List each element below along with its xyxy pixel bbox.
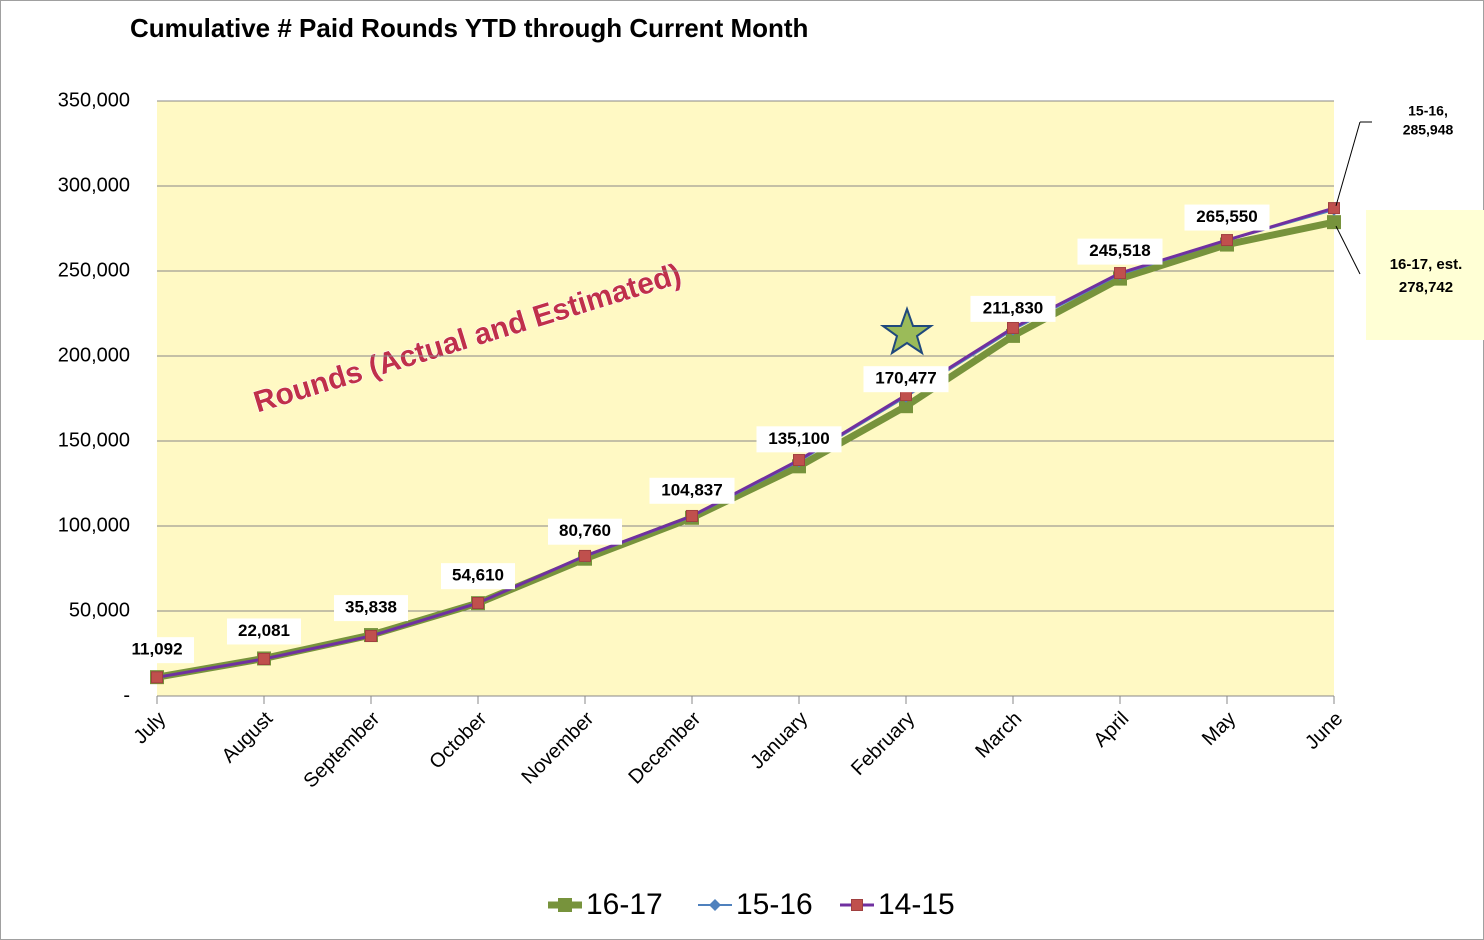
y-tick-label: 350,000 [58, 89, 130, 111]
marker [258, 652, 270, 665]
data-label: 245,518 [1089, 241, 1150, 260]
chart-title: Cumulative # Paid Rounds YTD through Cur… [130, 13, 808, 43]
data-label-bg [227, 618, 301, 645]
data-label: 80,760 [559, 521, 611, 540]
y-tick-label: 50,000 [69, 599, 130, 621]
marker [686, 509, 698, 522]
y-tick-label: 250,000 [58, 259, 130, 281]
leader-line [1335, 225, 1361, 275]
marker [1221, 234, 1233, 247]
data-label-bg [120, 637, 194, 664]
callout-value: 285,948 [1403, 122, 1454, 138]
data-label: 211,830 [983, 298, 1044, 317]
data-label: 170,477 [875, 369, 936, 388]
data-label-bg [863, 366, 949, 393]
marker [793, 454, 805, 467]
marker [365, 629, 377, 642]
y-tick-label: 100,000 [58, 514, 130, 536]
y-tick-label: 150,000 [58, 429, 130, 451]
leader-line [1335, 121, 1361, 207]
y-tick-label: - [123, 684, 130, 706]
data-label: 22,081 [238, 621, 290, 640]
y-tick-label: 300,000 [58, 174, 130, 196]
data-label-bg [970, 295, 1056, 322]
data-label: 35,838 [345, 598, 397, 617]
data-label-bg [441, 563, 515, 590]
callout-box [1366, 210, 1484, 340]
legend-label: 15-16 [736, 888, 813, 921]
star-marker [879, 305, 935, 356]
marker [1007, 321, 1019, 334]
legend-marker [709, 899, 721, 911]
marker [472, 597, 484, 610]
callout-label: 15-16, [1408, 103, 1448, 119]
marker [1328, 202, 1340, 215]
marker [1114, 267, 1126, 280]
data-label: 11,092 [131, 640, 182, 659]
data-label-bg [334, 595, 408, 622]
data-label-bg [1077, 238, 1163, 265]
legend-label: 16-17 [586, 888, 663, 921]
legend-label: 14-15 [878, 888, 955, 921]
y-tick-label: 200,000 [58, 344, 130, 366]
data-label: 54,610 [452, 566, 504, 585]
marker [1327, 215, 1341, 230]
data-label: 104,837 [661, 480, 722, 499]
callout-value: 278,742 [1399, 279, 1453, 296]
data-label-bg [756, 426, 842, 453]
legend-marker [851, 899, 863, 911]
data-label: 135,100 [768, 429, 829, 448]
legend-marker [558, 898, 572, 912]
marker [151, 671, 163, 684]
plot-area [157, 101, 1334, 696]
marker [579, 549, 591, 562]
data-label-bg [1184, 204, 1270, 231]
data-label-bg [548, 518, 622, 545]
data-label: 265,550 [1196, 207, 1257, 226]
callout-label: 16-17, est. [1390, 256, 1463, 273]
series-line [156, 206, 1335, 679]
data-label-bg [649, 477, 735, 504]
